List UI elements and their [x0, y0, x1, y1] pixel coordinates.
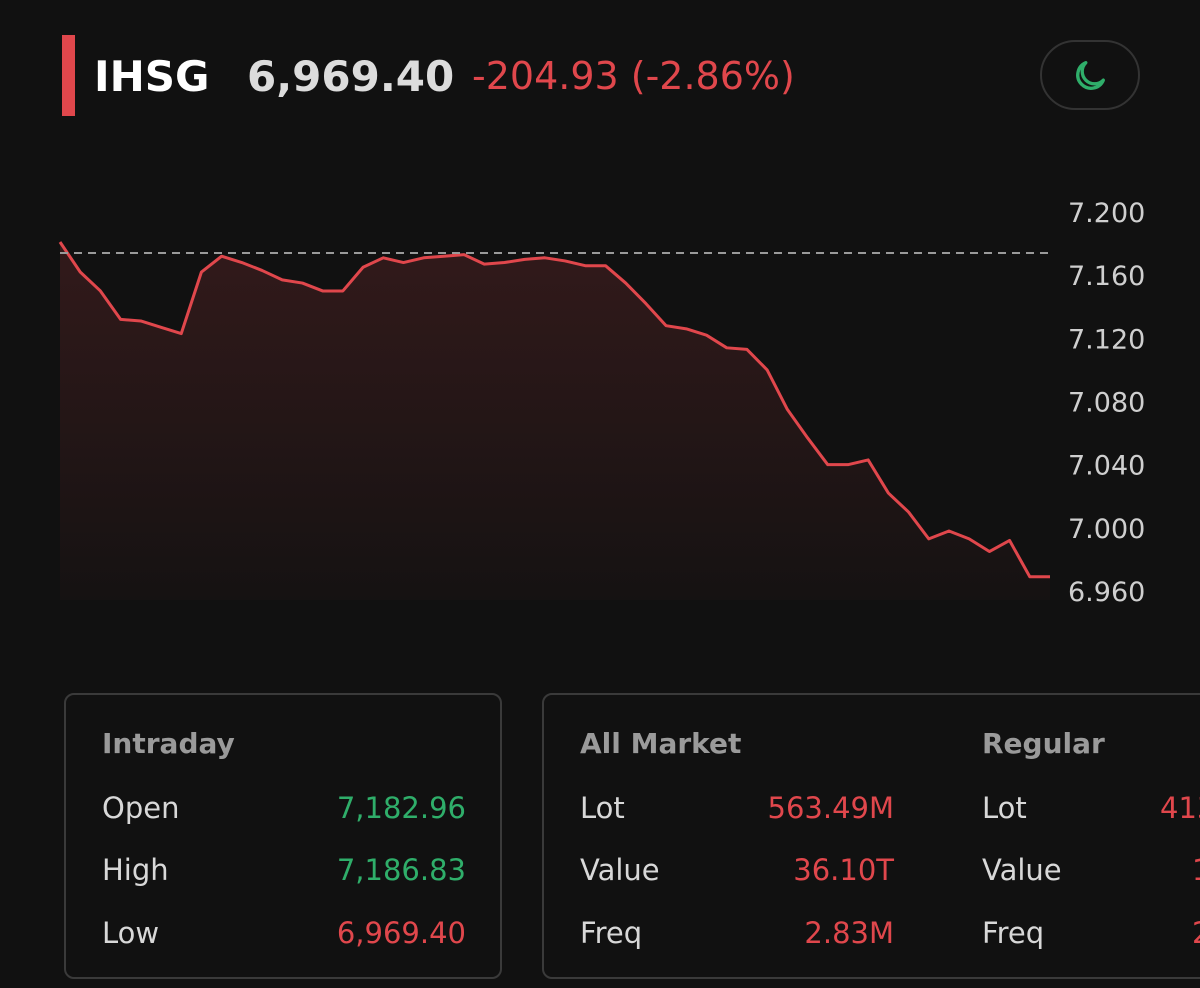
chart: 6.960 7.000 7.040 7.080 7.120 7.160 7.200 [58, 198, 1145, 608]
row-label: Low [102, 916, 160, 950]
panel-title: Intraday [102, 727, 235, 760]
accent-bar [62, 35, 75, 116]
row-value: 2 [1192, 916, 1200, 950]
row-label: Freq [580, 916, 643, 950]
row-value: 413 [1160, 791, 1200, 825]
row-label: Open [102, 791, 180, 825]
y-tick-label: 7.120 [1068, 324, 1145, 355]
y-tick-label: 6.960 [1068, 577, 1145, 608]
row-value: 7,182.96 [336, 791, 466, 825]
y-tick-label: 7.080 [1068, 388, 1145, 419]
row-value: 36.10T [793, 853, 894, 887]
y-tick-label: 7.000 [1068, 514, 1145, 545]
change: -204.93 (-2.86%) [472, 54, 795, 98]
row-value: 6,969.40 [336, 916, 466, 950]
row-label: Value [982, 853, 1062, 887]
row-label: Lot [982, 791, 1027, 825]
y-tick-label: 7.040 [1068, 451, 1145, 482]
panel-title: Regular [982, 727, 1105, 760]
moon-icon [1076, 61, 1105, 90]
price-line [58, 241, 1050, 579]
row-label: High [102, 853, 169, 887]
intraday-panel: Intraday Open 7,182.96 High 7,186.83 Low… [64, 693, 502, 979]
price: 6,969.40 [247, 52, 455, 101]
theme-toggle[interactable] [1040, 40, 1140, 110]
row-value: 1 [1192, 853, 1200, 887]
y-tick-label: 7.160 [1068, 261, 1145, 292]
row-label: Value [580, 853, 660, 887]
market-panel: All Market Lot 563.49M Value 36.10T Freq… [542, 693, 1200, 979]
row-label: Freq [982, 916, 1045, 950]
area [60, 242, 1050, 601]
row-value: 2.83M [804, 916, 894, 950]
row-label: Lot [580, 791, 625, 825]
panel-title: All Market [580, 727, 742, 760]
y-tick-label: 7.200 [1068, 198, 1145, 229]
row-value: 563.49M [767, 791, 895, 825]
ticker: IHSG [94, 52, 210, 101]
row-value: 7,186.83 [336, 853, 466, 887]
